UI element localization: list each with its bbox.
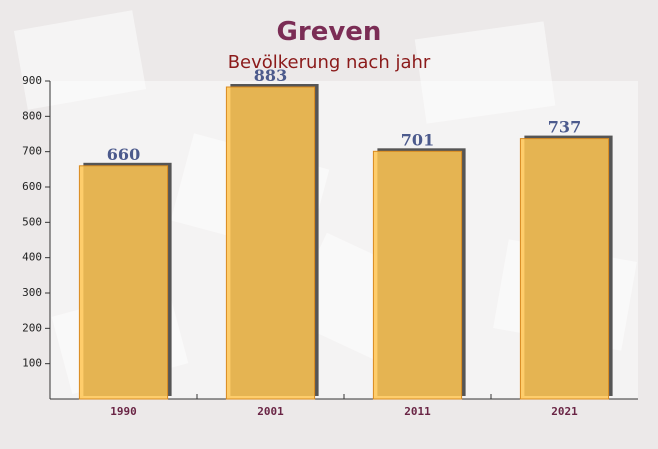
bar bbox=[519, 138, 610, 400]
value-label: 701 bbox=[401, 130, 434, 149]
bar bbox=[225, 86, 316, 400]
chart-title: Greven bbox=[277, 17, 382, 47]
chart-subtitle: Bevölkerung nach jahr bbox=[228, 52, 431, 73]
x-tick-label: 2021 bbox=[551, 405, 578, 418]
y-tick-label: 400 bbox=[22, 251, 42, 264]
y-tick-label: 600 bbox=[22, 180, 42, 193]
y-tick-label: 900 bbox=[22, 74, 42, 87]
x-tick-label: 1990 bbox=[110, 405, 137, 418]
y-tick-label: 700 bbox=[22, 145, 42, 158]
x-tick-label: 2001 bbox=[257, 405, 284, 418]
y-tick-label: 800 bbox=[22, 109, 42, 122]
bar bbox=[372, 150, 463, 400]
value-label: 883 bbox=[254, 66, 287, 85]
y-tick-label: 500 bbox=[22, 215, 42, 228]
value-label: 660 bbox=[107, 145, 140, 164]
value-label: 737 bbox=[548, 118, 581, 137]
y-tick-label: 300 bbox=[22, 286, 42, 299]
y-tick-label: 100 bbox=[22, 357, 42, 370]
bar bbox=[78, 165, 169, 400]
x-tick-label: 2011 bbox=[404, 405, 431, 418]
y-tick-label: 200 bbox=[22, 321, 42, 334]
